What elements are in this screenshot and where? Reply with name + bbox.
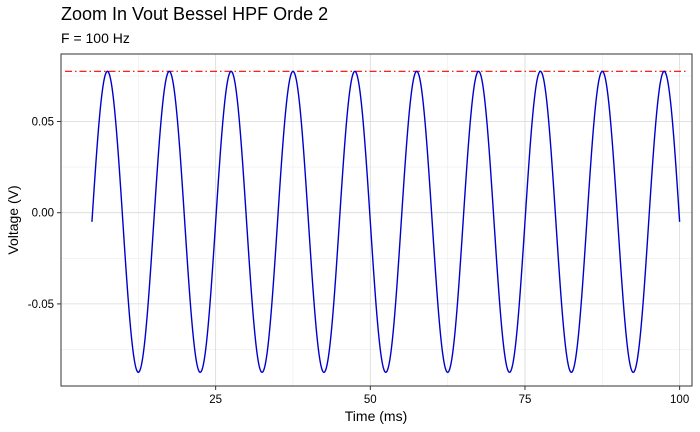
chart-title: Zoom In Vout Bessel HPF Orde 2 — [61, 4, 328, 24]
y-tick-label: 0.00 — [32, 208, 54, 220]
y-tick-label: 0.05 — [32, 116, 54, 128]
x-tick-label: 25 — [209, 394, 222, 406]
x-tick-label: 50 — [364, 394, 377, 406]
series-layer — [91, 70, 681, 374]
plot-panel-background — [61, 54, 692, 386]
x-axis: 25 50 75 100 — [209, 386, 689, 406]
y-tick-label: -0.05 — [28, 299, 54, 311]
chart-subtitle: F = 100 Hz — [61, 30, 130, 46]
x-tick-label: 75 — [519, 394, 532, 406]
plot-panel-border — [60, 53, 693, 387]
series-line — [91, 70, 681, 374]
x-tick-label: 100 — [670, 394, 689, 406]
x-axis-title: Time (ms) — [345, 408, 407, 424]
minor-grid — [61, 54, 692, 386]
y-axis: -0.05 0.00 0.05 — [28, 116, 61, 311]
y-axis-title: Voltage (V) — [5, 185, 21, 254]
